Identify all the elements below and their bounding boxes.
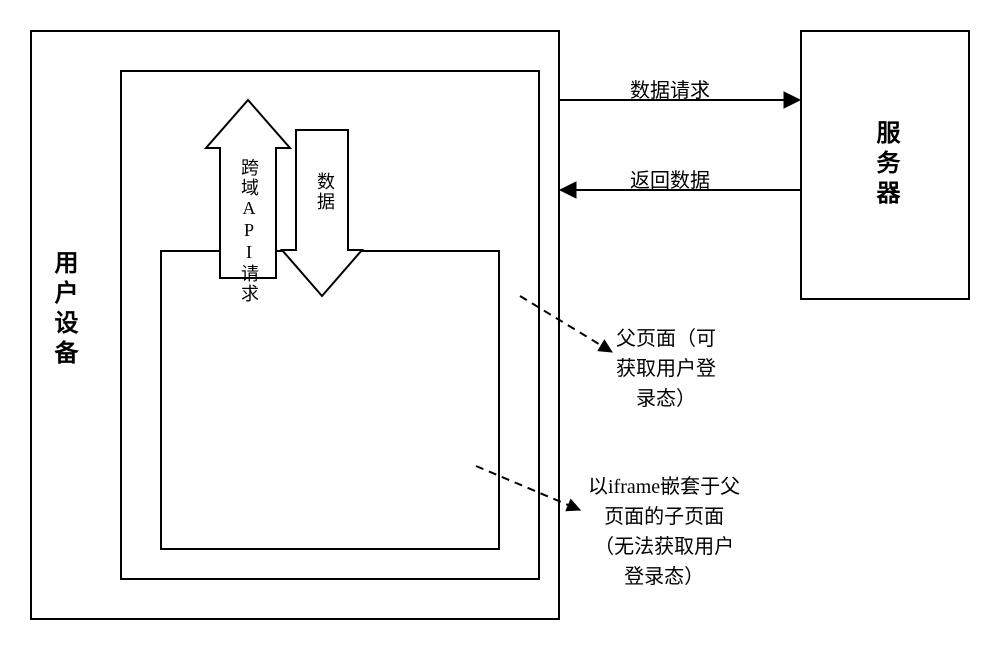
child-page-callout: 以iframe嵌套于父页面的子页面（无法获取用户登录态） <box>588 472 740 592</box>
child-page-box <box>160 250 500 550</box>
data-label: 数据 <box>312 172 338 212</box>
parent-page-callout: 父页面（可获取用户登录态） <box>616 324 716 414</box>
diagram-root: 用户设备 服务器 跨域API请求 数据 数据请求 返回数据 父页面（可获取用户登… <box>0 0 1000 656</box>
data-request-label: 数据请求 <box>630 74 710 103</box>
cross-domain-api-request-label: 跨域API请求 <box>236 158 262 304</box>
server-label: 服务器 <box>868 120 903 210</box>
return-data-label: 返回数据 <box>630 164 710 193</box>
client-device-label: 用户设备 <box>46 250 81 370</box>
